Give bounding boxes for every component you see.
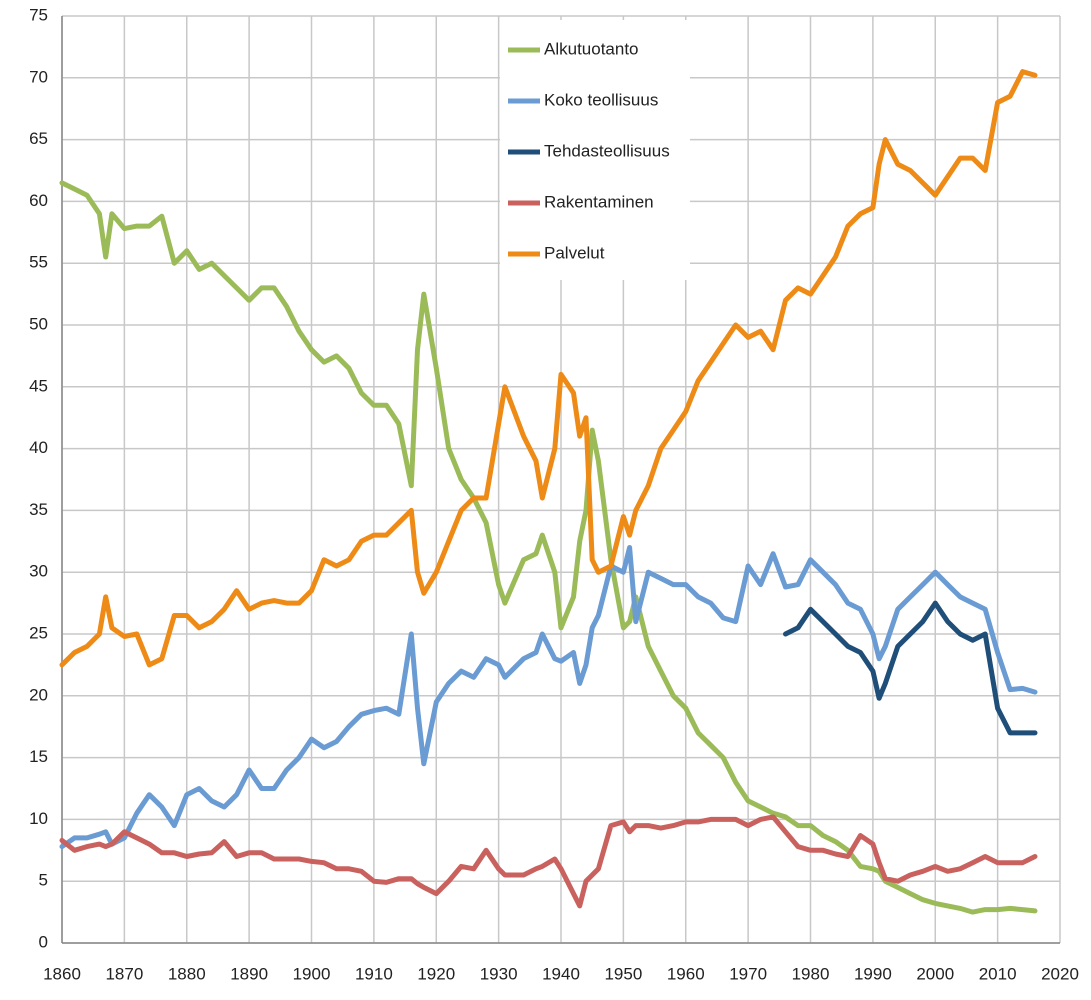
y-tick-label: 0: [39, 932, 48, 951]
x-tick-label: 1890: [230, 964, 268, 983]
series-line: [59, 180, 1038, 915]
y-tick-label: 15: [29, 747, 48, 766]
legend-label: Tehdasteollisuus: [544, 141, 670, 160]
x-tick-label: 1900: [293, 964, 331, 983]
x-tick-label: 1920: [417, 964, 455, 983]
x-tick-label: 1990: [854, 964, 892, 983]
legend-label: Rakentaminen: [544, 192, 654, 211]
x-tick-label: 1960: [667, 964, 705, 983]
x-tick-label: 1980: [792, 964, 830, 983]
x-tick-label: 1940: [542, 964, 580, 983]
x-tick-label: 2000: [916, 964, 954, 983]
series-line: [59, 69, 1038, 668]
y-tick-label: 50: [29, 314, 48, 333]
x-tick-label: 2020: [1041, 964, 1079, 983]
y-tick-label: 45: [29, 376, 48, 395]
y-tick-label: 60: [29, 191, 48, 210]
series-line: [59, 545, 1038, 850]
y-tick-label: 70: [29, 67, 48, 86]
y-tick-label: 30: [29, 562, 48, 581]
legend: Alkutuotanto Koko teollisuus Tehdasteollis…: [500, 20, 690, 280]
x-tick-label: 1970: [729, 964, 767, 983]
y-tick-label: 25: [29, 623, 48, 642]
x-tick-label: 1910: [355, 964, 393, 983]
x-tick-label: 2010: [979, 964, 1017, 983]
x-tick-label: 1860: [43, 964, 81, 983]
y-tick-label: 10: [29, 809, 48, 828]
series-line: [783, 600, 1038, 736]
series-line: [59, 814, 1038, 909]
y-tick-label: 75: [29, 5, 48, 24]
legend-label: Palvelut: [544, 243, 605, 262]
x-tick-label: 1930: [480, 964, 518, 983]
y-tick-label: 65: [29, 129, 48, 148]
y-tick-label: 20: [29, 685, 48, 704]
x-tick-label: 1950: [604, 964, 642, 983]
y-tick-label: 35: [29, 500, 48, 519]
legend-label: Alkutuotanto: [544, 39, 639, 58]
x-tick-label: 1880: [168, 964, 206, 983]
y-tick-label: 5: [39, 871, 48, 890]
x-tick-label: 1870: [105, 964, 143, 983]
legend-label: Koko teollisuus: [544, 90, 658, 109]
y-tick-label: 55: [29, 253, 48, 272]
y-tick-label: 40: [29, 438, 48, 457]
